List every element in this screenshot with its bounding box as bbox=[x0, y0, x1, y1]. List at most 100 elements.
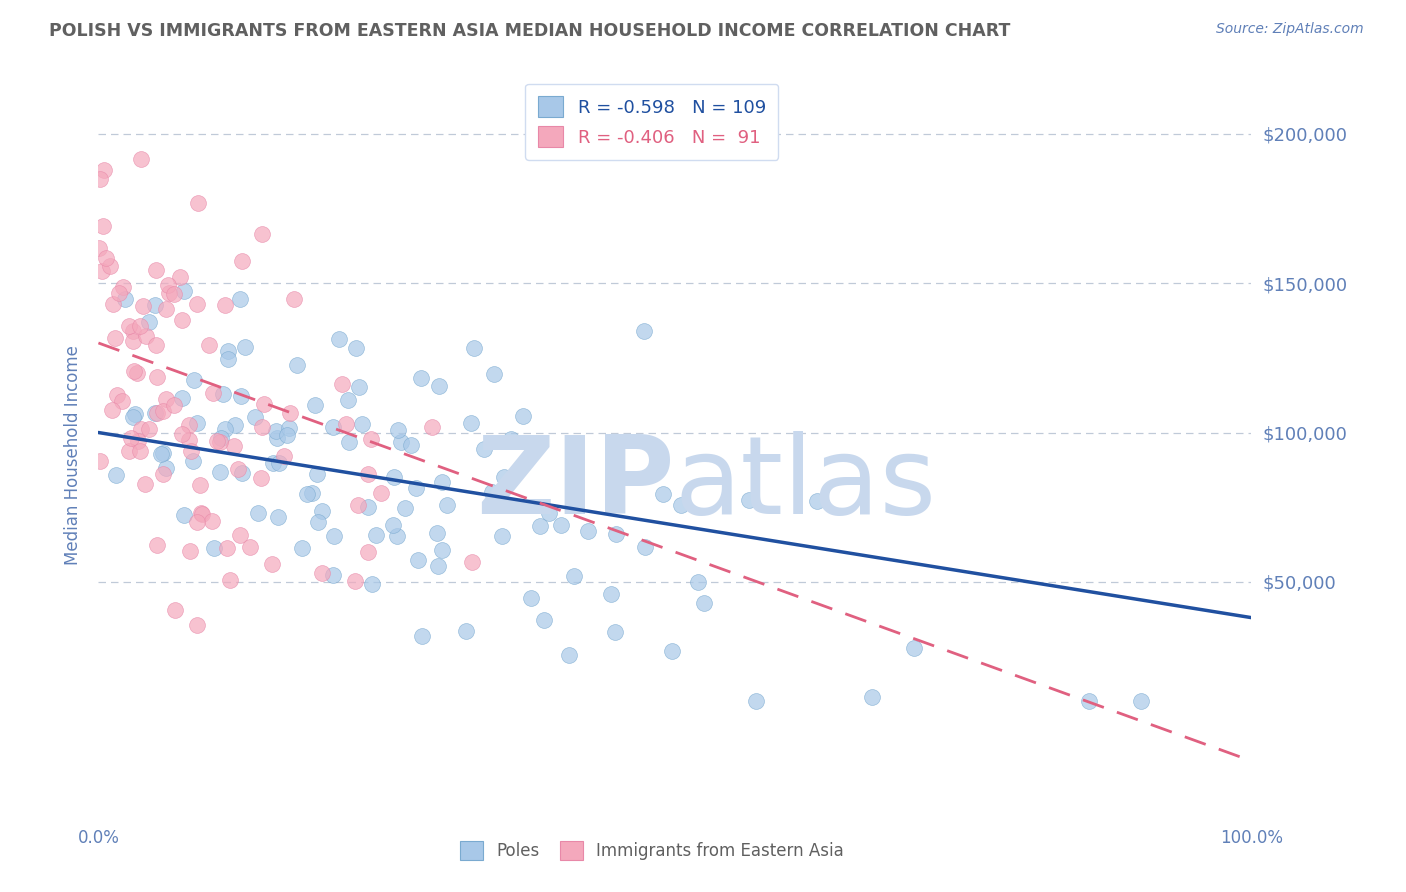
Point bbox=[217, 343, 239, 358]
Point bbox=[145, 538, 167, 552]
Point bbox=[187, 196, 209, 211]
Point bbox=[344, 341, 367, 355]
Point bbox=[228, 527, 250, 541]
Point bbox=[558, 648, 581, 663]
Legend: Poles, Immigrants from Eastern Asia: Poles, Immigrants from Eastern Asia bbox=[453, 835, 851, 867]
Point bbox=[157, 286, 180, 301]
Point bbox=[131, 153, 153, 167]
Point bbox=[246, 506, 269, 520]
Point bbox=[806, 494, 828, 508]
Point bbox=[179, 544, 201, 558]
Point bbox=[181, 453, 204, 467]
Point bbox=[150, 447, 173, 461]
Point bbox=[118, 318, 141, 333]
Point bbox=[96, 251, 118, 265]
Point bbox=[163, 603, 186, 617]
Point bbox=[343, 574, 366, 588]
Point bbox=[152, 467, 174, 481]
Point bbox=[201, 514, 224, 528]
Point bbox=[172, 312, 194, 326]
Point bbox=[250, 420, 273, 434]
Point bbox=[347, 380, 370, 394]
Point bbox=[360, 432, 382, 446]
Point bbox=[426, 559, 449, 574]
Point bbox=[335, 417, 357, 431]
Point bbox=[186, 516, 208, 530]
Point bbox=[152, 403, 174, 417]
Point bbox=[173, 284, 195, 298]
Point bbox=[172, 427, 194, 442]
Point bbox=[135, 329, 157, 343]
Point bbox=[214, 421, 236, 435]
Point bbox=[209, 431, 232, 445]
Point bbox=[91, 263, 114, 277]
Y-axis label: Median Household Income: Median Household Income bbox=[63, 345, 82, 565]
Point bbox=[172, 391, 194, 405]
Point bbox=[394, 500, 416, 515]
Point bbox=[212, 387, 235, 401]
Point bbox=[291, 541, 314, 555]
Point bbox=[328, 332, 350, 346]
Point bbox=[163, 398, 186, 412]
Point bbox=[143, 298, 166, 312]
Point bbox=[269, 456, 291, 470]
Point bbox=[430, 543, 453, 558]
Point bbox=[188, 478, 211, 492]
Point bbox=[322, 567, 344, 582]
Point bbox=[111, 393, 134, 408]
Point bbox=[91, 219, 114, 233]
Point bbox=[93, 162, 115, 177]
Point bbox=[226, 462, 249, 476]
Point bbox=[138, 315, 160, 329]
Point bbox=[600, 587, 623, 601]
Point bbox=[155, 392, 177, 406]
Point bbox=[311, 504, 333, 518]
Point bbox=[860, 690, 883, 704]
Point bbox=[745, 694, 768, 708]
Point bbox=[426, 525, 449, 540]
Point bbox=[264, 425, 287, 439]
Point bbox=[364, 527, 387, 541]
Point bbox=[273, 449, 295, 463]
Point bbox=[260, 558, 283, 572]
Point bbox=[105, 468, 128, 483]
Point bbox=[605, 527, 627, 541]
Point bbox=[529, 519, 551, 533]
Point bbox=[145, 337, 167, 351]
Point bbox=[89, 172, 111, 186]
Point bbox=[121, 334, 143, 349]
Point bbox=[692, 596, 714, 610]
Point bbox=[231, 254, 253, 268]
Point bbox=[409, 371, 432, 385]
Point bbox=[283, 292, 305, 306]
Point bbox=[304, 398, 326, 412]
Point bbox=[122, 364, 145, 378]
Point bbox=[429, 378, 451, 392]
Point bbox=[186, 297, 208, 311]
Point bbox=[387, 423, 409, 437]
Point bbox=[173, 508, 195, 523]
Point bbox=[461, 555, 484, 569]
Point bbox=[405, 481, 427, 495]
Point bbox=[219, 574, 242, 588]
Point bbox=[322, 419, 344, 434]
Point bbox=[669, 498, 692, 512]
Point bbox=[114, 292, 136, 306]
Point bbox=[138, 422, 160, 436]
Point bbox=[361, 576, 384, 591]
Point bbox=[357, 467, 380, 481]
Point bbox=[233, 340, 256, 354]
Point bbox=[146, 406, 169, 420]
Point bbox=[186, 416, 208, 430]
Point bbox=[98, 259, 121, 273]
Point bbox=[634, 540, 657, 554]
Point bbox=[347, 498, 370, 512]
Point bbox=[266, 431, 288, 445]
Point bbox=[122, 324, 145, 338]
Point bbox=[633, 324, 655, 338]
Point bbox=[484, 368, 506, 382]
Point bbox=[191, 507, 214, 521]
Point bbox=[217, 351, 239, 366]
Point bbox=[460, 416, 482, 430]
Point bbox=[222, 439, 245, 453]
